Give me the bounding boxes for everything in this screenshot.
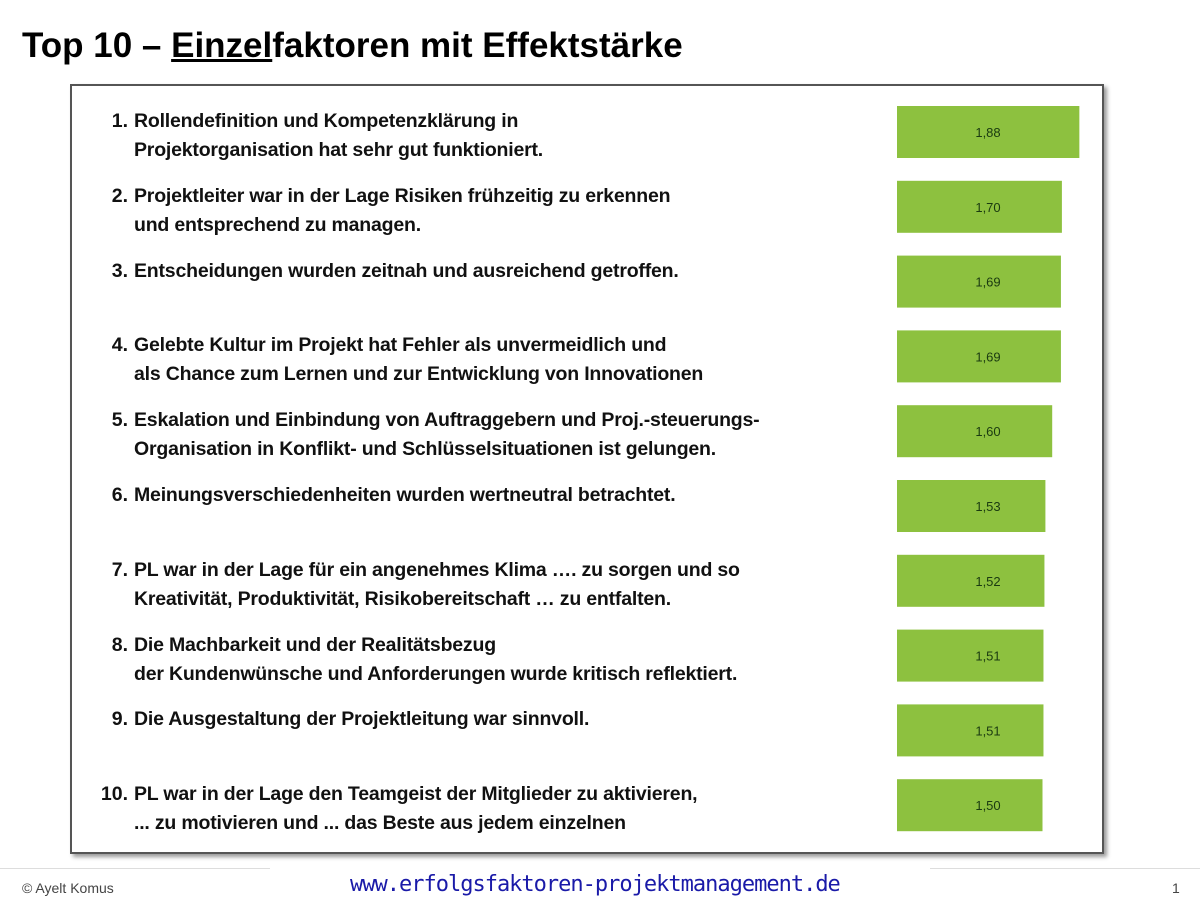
website-link[interactable]: www.erfolgsfaktoren-projektmanagement.de — [350, 872, 841, 897]
bar — [897, 704, 1044, 757]
factor-text-block: Meinungsverschiedenheiten wurden wertneu… — [134, 481, 887, 510]
factor-item: 3. Entscheidungen wurden zeitnah und ausr… — [72, 257, 887, 286]
copyright: © Ayelt Komus — [22, 880, 114, 896]
footer-divider — [0, 868, 270, 869]
factor-text: Eskalation und Einbindung von Auftraggeb… — [134, 409, 760, 432]
factor-text: Gelebte Kultur im Projekt hat Fehler als… — [134, 334, 667, 357]
slide-title: Top 10 – Einzelfaktoren mit Effektstärke — [22, 26, 683, 66]
factor-number: 9. — [111, 708, 128, 731]
bar-value-label: 1,51 — [975, 649, 1000, 664]
bar — [897, 405, 1053, 458]
factor-text: als Chance zum Lernen und zur Entwicklun… — [134, 363, 704, 386]
factor-number: 4. — [111, 334, 128, 357]
bar-value-label: 1,52 — [975, 574, 1000, 589]
factor-text-block: Rollendefinition und Kompetenzklärung in… — [134, 107, 887, 165]
title-prefix: Top 10 – — [22, 26, 172, 65]
factor-number: 8. — [111, 633, 128, 656]
factor-text: Projektleiter war in der Lage Risiken fr… — [134, 184, 671, 207]
factor-item: 8. Die Machbarkeit und der Realitätsbezug… — [72, 631, 887, 689]
factor-text: Kreativität, Produktivität, Risikobereit… — [134, 587, 671, 610]
factor-item: 2. Projektleiter war in der Lage Risiken … — [72, 182, 887, 240]
factor-text: ... zu motivieren und ... das Beste aus … — [134, 812, 626, 835]
factor-item: 4. Gelebte Kultur im Projekt hat Fehler a… — [72, 331, 887, 389]
bar-value-label: 1,69 — [975, 275, 1000, 290]
title-underlined: Einzel — [171, 26, 273, 65]
chart-frame: 1. Rollendefinition und Kompetenzklärung … — [70, 84, 1104, 854]
footer-divider — [930, 868, 1200, 869]
bar-value-label: 1,53 — [975, 499, 1000, 514]
factor-number: 1. — [111, 110, 128, 132]
factor-text-block: Entscheidungen wurden zeitnah und ausrei… — [134, 257, 887, 286]
factor-text: PL war in der Lage für ein angenehmes Kl… — [134, 558, 740, 581]
title-suffix: faktoren mit Effektstärke — [272, 26, 683, 65]
factor-text: Entscheidungen wurden zeitnah und ausrei… — [134, 259, 679, 282]
factor-text-block: Gelebte Kultur im Projekt hat Fehler als… — [134, 331, 887, 389]
factor-text: der Kundenwünsche und Anforderungen wurd… — [134, 662, 738, 685]
factor-number: 2. — [111, 184, 128, 207]
factor-text-block: Eskalation und Einbindung von Auftraggeb… — [134, 406, 887, 464]
factor-number: 3. — [111, 259, 128, 282]
factor-number: 5. — [111, 409, 128, 432]
factor-number: 6. — [111, 484, 128, 506]
bar — [897, 779, 1043, 832]
bar — [897, 255, 1061, 308]
factor-text: Meinungsverschiedenheiten wurden wertneu… — [134, 484, 676, 506]
factor-text: PL war in der Lage den Teamgeist der Mit… — [134, 783, 698, 806]
factor-text: Organisation in Konflikt- und Schlüssels… — [134, 438, 716, 461]
bar-value-label: 1,60 — [975, 424, 1000, 439]
factor-text: Die Machbarkeit und der Realitätsbezug — [134, 633, 496, 656]
factor-item: 9. Die Ausgestaltung der Projektleitung w… — [72, 705, 887, 734]
bar-value-label: 1,88 — [975, 125, 1000, 140]
factor-text-block: Die Machbarkeit und der Realitätsbezug de… — [134, 631, 887, 689]
factor-number: 7. — [111, 558, 128, 581]
bar — [897, 629, 1044, 682]
factor-text-block: Projektleiter war in der Lage Risiken fr… — [134, 182, 887, 240]
factor-item: 1. Rollendefinition und Kompetenzklärung … — [72, 107, 887, 165]
bar-value-label: 1,50 — [975, 798, 1000, 813]
bar — [897, 180, 1062, 233]
page-number: 1 — [1172, 880, 1180, 896]
factor-text: Die Ausgestaltung der Projektleitung war… — [134, 708, 590, 731]
factor-item: 7. PL war in der Lage für ein angenehmes … — [72, 556, 887, 614]
factor-item: 6. Meinungsverschiedenheiten wurden wertn… — [72, 481, 887, 510]
bar — [897, 330, 1061, 383]
bar-chart: 1,88 1,70 1,69 1,69 1,60 1,53 1,52 1,51 1,51 1,50 — [897, 106, 1080, 832]
factor-text: Projektorganisation hat sehr gut funktio… — [134, 139, 544, 161]
factor-text: Rollendefinition und Kompetenzklärung in — [134, 110, 519, 132]
factor-item: 10. PL war in der Lage den Teamgeist der … — [72, 780, 887, 838]
factor-number: 10. — [100, 783, 128, 806]
factor-text-block: PL war in der Lage für ein angenehmes Kl… — [134, 556, 887, 614]
factor-text-block: PL war in der Lage den Teamgeist der Mit… — [134, 780, 887, 838]
factor-text: und entsprechend zu managen. — [134, 213, 421, 236]
bar — [897, 106, 1080, 158]
factor-item: 5. Eskalation und Einbindung von Auftragg… — [72, 406, 887, 464]
bar — [897, 554, 1045, 607]
bar-value-label: 1,69 — [975, 349, 1000, 364]
bar — [897, 480, 1046, 532]
bar-value-label: 1,51 — [975, 723, 1000, 738]
bar-value-label: 1,70 — [975, 200, 1000, 215]
factor-text-block: Die Ausgestaltung der Projektleitung war… — [134, 705, 887, 734]
